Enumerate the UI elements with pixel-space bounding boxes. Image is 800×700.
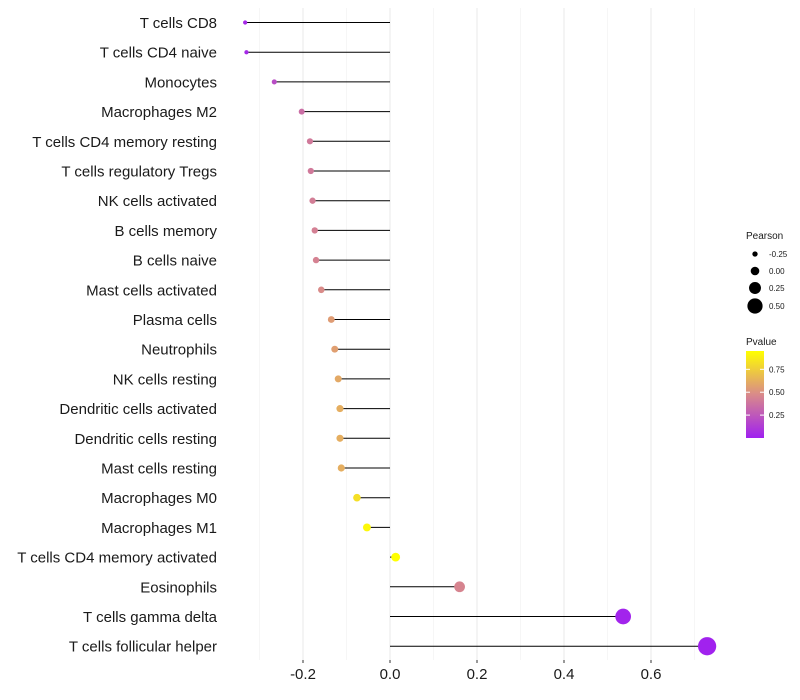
legend-pearson-title: Pearson [746,231,783,242]
legend-pearson: Pearson -0.25 0.00 0.25 0.50 [746,231,788,314]
point [615,608,632,625]
colorbar-label: 0.25 [769,411,785,420]
category-label: Dendritic cells activated [59,401,217,418]
size-legend-dot [749,282,761,294]
legend-pvalue-title: Pvalue [746,337,777,348]
category-label: Macrophages M0 [101,490,217,507]
point [336,405,344,413]
grid-lines [259,8,695,660]
point [391,552,401,562]
points [243,20,717,656]
stems [245,22,708,647]
point [334,375,342,383]
size-legend-dot [747,298,763,314]
point [327,316,335,323]
size-legend-label: 0.25 [769,284,785,293]
category-label: B cells naive [133,253,217,270]
point [331,345,339,353]
point [271,79,277,85]
category-label: Mast cells resting [101,461,217,478]
colorbar-label: 0.75 [769,365,785,374]
point [362,523,371,532]
point [309,197,316,204]
category-label: NK cells resting [113,371,217,388]
category-label: Macrophages M2 [101,104,217,121]
category-label: Plasma cells [133,312,217,329]
size-legend-label: 0.50 [769,302,785,311]
category-labels: T cells CD8 T cells CD4 naive Monocytes Mac… [17,15,217,656]
x-axis-ticks: -0.2 0.0 0.2 0.4 0.6 [290,660,661,683]
category-label: NK cells activated [98,193,217,210]
x-tick-label: 0.4 [554,666,575,683]
point [318,286,325,294]
category-label: Neutrophils [141,342,217,359]
point [306,138,314,145]
category-label: Dendritic cells resting [74,431,217,448]
category-label: T cells regulatory Tregs [61,164,217,181]
colorbar-label: 0.50 [769,388,785,397]
size-legend-dot [750,266,760,276]
category-label: T cells CD4 memory activated [17,550,217,567]
point [697,637,717,656]
point [336,434,344,442]
point [298,108,305,115]
category-label: T cells CD4 memory resting [32,134,217,151]
size-legend-label: -0.25 [769,250,788,259]
pvalue-colorbar [746,351,764,438]
point [311,227,318,234]
category-label: Monocytes [144,74,217,91]
category-label: Eosinophils [140,579,217,596]
size-legend-label: 0.00 [769,267,785,276]
x-tick-label: 0.2 [467,666,488,683]
point [312,256,320,264]
point [243,20,248,25]
x-tick-label: 0.6 [641,666,662,683]
point [454,581,465,593]
x-tick-label: 0.0 [380,666,401,683]
size-legend-dot [752,251,758,257]
category-label: T cells CD8 [140,15,217,32]
point [244,50,249,55]
category-label: Mast cells activated [86,282,217,299]
legend-pvalue: Pvalue 0.25 0.50 0.75 [746,337,785,438]
category-label: T cells gamma delta [83,609,218,626]
category-label: Macrophages M1 [101,520,217,537]
category-label: B cells memory [114,223,217,240]
category-label: T cells CD4 naive [100,45,217,62]
category-label: T cells follicular helper [69,639,217,656]
point [307,167,314,175]
x-tick-label: -0.2 [290,666,316,683]
point [337,464,345,472]
point [353,493,361,502]
